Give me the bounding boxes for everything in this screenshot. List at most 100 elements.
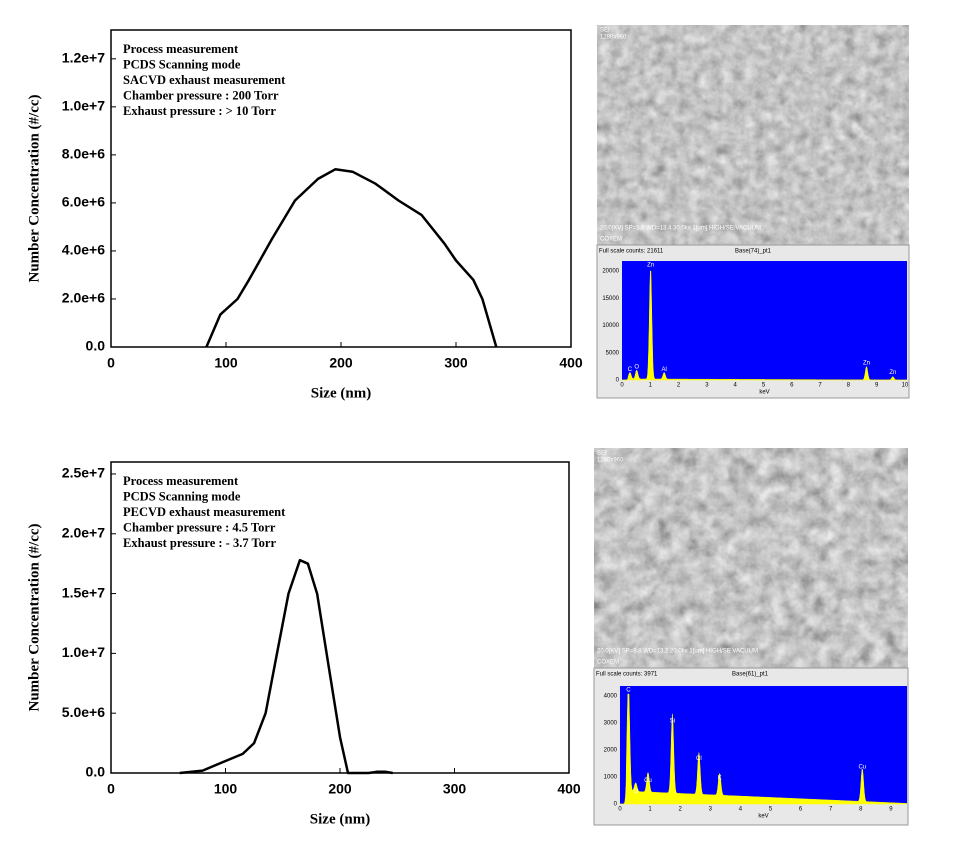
y-tick-label: 5.0e+6	[62, 704, 105, 720]
sem-info: 20.0[KV] SP=9.8 WD=13.2 20.0kx 1[um] HIG…	[597, 649, 758, 655]
eds-x-tick: 4	[734, 383, 738, 389]
y-tick-label: 4.0e+6	[62, 242, 105, 258]
x-tick-label: 200	[328, 781, 352, 797]
eds-x-tick: 1	[648, 807, 652, 813]
data-line	[179, 558, 393, 775]
y-axis-label: Number Concentration (#/cc)	[26, 94, 42, 282]
eds-header: Base(61)_pt1	[732, 672, 769, 678]
eds-peak-label: Cl	[696, 756, 702, 762]
annotation: Process measurement	[123, 42, 239, 56]
eds-x-tick: 7	[829, 807, 833, 813]
eds-y-tick: 15000	[602, 296, 619, 302]
eds-header: Full scale counts: 21611	[599, 249, 664, 255]
eds-x-tick: 8	[859, 807, 863, 813]
x-tick-label: 300	[444, 355, 468, 371]
annotation: PECVD exhaust measurement	[123, 505, 286, 519]
y-tick-label: 2.0e+6	[62, 290, 105, 306]
eds-peak-label: O	[634, 365, 639, 371]
eds-x-label: keV	[758, 814, 768, 820]
x-tick-label: 400	[559, 355, 583, 371]
eds-x-tick: 4	[739, 807, 743, 813]
x-tick-label: 0	[107, 355, 115, 371]
annotation: Chamber pressure : 200 Torr	[123, 88, 279, 102]
eds-y-tick: 20000	[602, 269, 619, 275]
eds-x-tick: 5	[769, 807, 773, 813]
eds-x-tick: 6	[790, 383, 794, 389]
eds-x-label: keV	[759, 390, 769, 396]
eds-peak-label: Cu	[644, 778, 652, 784]
sem-footer: COXEM	[600, 237, 622, 243]
eds-x-tick: 9	[889, 807, 893, 813]
x-tick-label: 400	[557, 781, 581, 797]
y-tick-label: 1.5e+7	[62, 584, 105, 600]
eds-plot	[622, 261, 907, 380]
eds-x-tick: 2	[679, 807, 683, 813]
eds-peak-label: O	[633, 789, 638, 795]
eds-header: Full scale counts: 3971	[596, 672, 658, 678]
annotation: Chamber pressure : 4.5 Torr	[123, 520, 276, 534]
sem-header: 1280x960	[597, 458, 624, 464]
eds-x-tick: 8	[847, 383, 851, 389]
eds-peak-label: Al	[661, 367, 666, 373]
sem-header: SEI	[600, 28, 610, 34]
eds-y-tick: 10000	[602, 323, 619, 329]
eds-peak-label: Zn	[863, 360, 870, 366]
eds-x-tick: 10	[902, 383, 909, 389]
eds-y-tick: 0	[616, 378, 620, 384]
y-tick-label: 1.0e+7	[62, 644, 105, 660]
y-tick-label: 1.2e+7	[62, 50, 105, 66]
eds-y-tick: 1000	[604, 775, 618, 781]
x-axis-label: Size (nm)	[310, 811, 370, 827]
eds-x-tick: 2	[677, 383, 681, 389]
annotation: Exhaust pressure : > 10 Torr	[123, 104, 276, 118]
eds-peak-label: Zn	[889, 370, 896, 376]
eds-x-tick: 5	[762, 383, 766, 389]
eds-peak-label: Si	[670, 718, 675, 724]
eds-x-tick: 0	[620, 383, 624, 389]
eds-peak-label: Cu	[858, 765, 866, 771]
y-tick-label: 2.0e+7	[62, 524, 105, 540]
annotation: SACVD exhaust measurement	[123, 73, 286, 87]
eds-x-tick: 7	[818, 383, 822, 389]
annotation: Exhaust pressure : - 3.7 Torr	[123, 536, 276, 550]
eds-plot	[620, 686, 907, 804]
eds-spectrum	[620, 693, 908, 805]
eds-x-tick: 3	[705, 383, 709, 389]
eds-peak-label: C	[626, 688, 631, 694]
eds-peak-label: C	[628, 367, 633, 373]
y-tick-label: 1.0e+7	[62, 98, 105, 114]
sem-header: 1280x960	[600, 35, 627, 41]
eds-peak-label: K	[718, 776, 722, 782]
y-tick-label: 8.0e+6	[62, 146, 105, 162]
eds-y-tick: 5000	[606, 350, 620, 356]
y-tick-label: 6.0e+6	[62, 194, 105, 210]
x-tick-label: 200	[329, 355, 353, 371]
y-tick-label: 0.0	[86, 764, 106, 780]
y-tick-label: 2.5e+7	[62, 465, 105, 481]
eds-y-tick: 2000	[604, 748, 618, 754]
data-line	[205, 168, 498, 348]
y-axis-label: Number Concentration (#/cc)	[26, 523, 42, 711]
sem-header: SEI	[597, 451, 607, 457]
sem-footer: COXEM	[597, 660, 619, 666]
annotation: PCDS Scanning mode	[123, 57, 241, 71]
annotation: PCDS Scanning mode	[123, 489, 241, 503]
eds-y-tick: 4000	[604, 694, 618, 700]
eds-header: Base(74)_pt1	[735, 249, 772, 255]
eds-y-tick: 3000	[604, 721, 618, 727]
eds-x-tick: 0	[618, 807, 622, 813]
eds-x-tick: 3	[709, 807, 713, 813]
sem-image	[594, 448, 908, 668]
eds-x-tick: 9	[875, 383, 879, 389]
eds-spectrum	[622, 270, 907, 381]
sem-info: 20.0[KV] SP=5.0 WD=13.4 30.0kx 1[um] HIG…	[600, 226, 761, 232]
x-tick-label: 100	[214, 355, 238, 371]
x-tick-label: 0	[107, 781, 115, 797]
eds-y-tick: 0	[614, 802, 618, 808]
sem-image	[597, 25, 909, 245]
x-axis-label: Size (nm)	[311, 385, 371, 401]
eds-x-tick: 1	[649, 383, 653, 389]
annotation: Process measurement	[123, 474, 239, 488]
x-tick-label: 100	[214, 781, 238, 797]
